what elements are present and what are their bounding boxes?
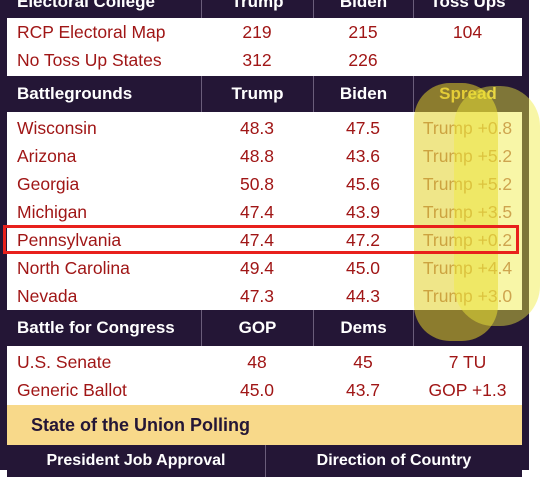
congress-header-blank	[413, 310, 522, 346]
banner-title: State of the Union Polling	[31, 414, 250, 435]
electoral-header-trump: Trump	[201, 0, 313, 18]
row-label[interactable]: No Toss Up States	[17, 49, 162, 70]
race-link[interactable]: Generic Ballot	[17, 379, 127, 400]
table-row: RCP Electoral Map 219 215 104	[7, 18, 522, 46]
table-row: Pennsylvania 47.4 47.2 Trump +0.2	[7, 226, 522, 254]
battlegrounds-header-biden: Biden	[313, 76, 413, 112]
table-row: Michigan 47.4 43.9 Trump +3.5	[7, 198, 522, 226]
trump-value: 50.8	[239, 173, 275, 194]
battlegrounds-header-label: Battlegrounds	[17, 84, 133, 103]
race-link[interactable]: U.S. Senate	[17, 351, 112, 372]
congress-header-label: Battle for Congress	[17, 318, 175, 337]
state-link[interactable]: North Carolina	[17, 257, 130, 278]
trump-value: 47.4	[239, 201, 275, 222]
table-row: North Carolina 49.4 45.0 Trump +4.4	[7, 254, 522, 282]
trump-value: 49.4	[239, 257, 275, 278]
trump-value: 219	[242, 21, 272, 42]
table-row: Wisconsin 48.3 47.5 Trump +0.8	[7, 114, 522, 142]
approval-header-row: President Job Approval Direction of Coun…	[7, 445, 522, 477]
table-row: Arizona 48.8 43.6 Trump +5.2	[7, 142, 522, 170]
spread-value: Trump +3.0	[422, 285, 513, 306]
battlegrounds-header-trump: Trump	[201, 76, 313, 112]
battlegrounds-header-spread: Spread	[413, 76, 522, 112]
biden-value: 45.6	[345, 173, 381, 194]
tossup-value	[413, 46, 522, 74]
biden-value: 215	[348, 21, 378, 42]
biden-value: 45.0	[345, 257, 381, 278]
state-link[interactable]: Arizona	[17, 145, 77, 166]
spread-value: GOP +1.3	[428, 379, 507, 400]
state-link[interactable]: Wisconsin	[17, 117, 97, 138]
spread-value: Trump +5.2	[422, 173, 513, 194]
spread-value: Trump +0.8	[422, 117, 513, 138]
table-row: No Toss Up States 312 226	[7, 46, 522, 74]
spread-value: Trump +0.2	[422, 229, 513, 250]
congress-header-dems: Dems	[313, 310, 413, 346]
spread-value: Trump +5.2	[422, 145, 513, 166]
state-of-union-banner: State of the Union Polling	[7, 405, 522, 445]
biden-value: 43.6	[345, 145, 381, 166]
gop-value: 45.0	[239, 379, 275, 400]
direction-country-tab[interactable]: Direction of Country	[265, 445, 522, 477]
biden-value: 44.3	[345, 285, 381, 306]
table-row: Nevada 47.3 44.3 Trump +3.0	[7, 282, 522, 310]
electoral-header-biden: Biden	[313, 0, 413, 18]
spread-value: Trump +4.4	[422, 257, 513, 278]
table-row: Generic Ballot 45.0 43.7 GOP +1.3	[7, 376, 522, 404]
left-border	[0, 0, 7, 470]
table-row: Georgia 50.8 45.6 Trump +5.2	[7, 170, 522, 198]
right-border	[522, 0, 529, 470]
battlegrounds-header-row: Battlegrounds Trump Biden Spread	[7, 76, 522, 112]
congress-header-row: Battle for Congress GOP Dems	[7, 310, 522, 346]
biden-value: 226	[348, 49, 378, 70]
spread-value: 7 TU	[448, 351, 487, 372]
president-approval-tab[interactable]: President Job Approval	[46, 452, 226, 469]
state-link[interactable]: Nevada	[17, 285, 78, 306]
table-row: U.S. Senate 48 45 7 TU	[7, 348, 522, 376]
biden-value: 47.5	[345, 117, 381, 138]
trump-value: 48.3	[239, 117, 275, 138]
row-label[interactable]: RCP Electoral Map	[17, 21, 166, 42]
tossup-value: 104	[452, 21, 483, 42]
state-link[interactable]: Michigan	[17, 201, 88, 222]
gop-value: 48	[247, 351, 267, 372]
trump-value: 47.3	[239, 285, 275, 306]
trump-value: 47.4	[239, 229, 275, 250]
electoral-header-label: Electoral College	[17, 0, 155, 11]
biden-value: 47.2	[345, 229, 381, 250]
state-link[interactable]: Pennsylvania	[17, 229, 122, 250]
trump-value: 312	[242, 49, 272, 70]
biden-value: 43.9	[345, 201, 381, 222]
electoral-header-row: Electoral College Trump Biden Toss Ups	[7, 0, 522, 18]
dems-value: 45	[353, 351, 373, 372]
congress-header-gop: GOP	[201, 310, 313, 346]
dems-value: 43.7	[345, 379, 381, 400]
state-link[interactable]: Georgia	[17, 173, 80, 194]
spread-value: Trump +3.5	[422, 201, 513, 222]
trump-value: 48.8	[239, 145, 275, 166]
electoral-header-tossups: Toss Ups	[413, 0, 522, 18]
